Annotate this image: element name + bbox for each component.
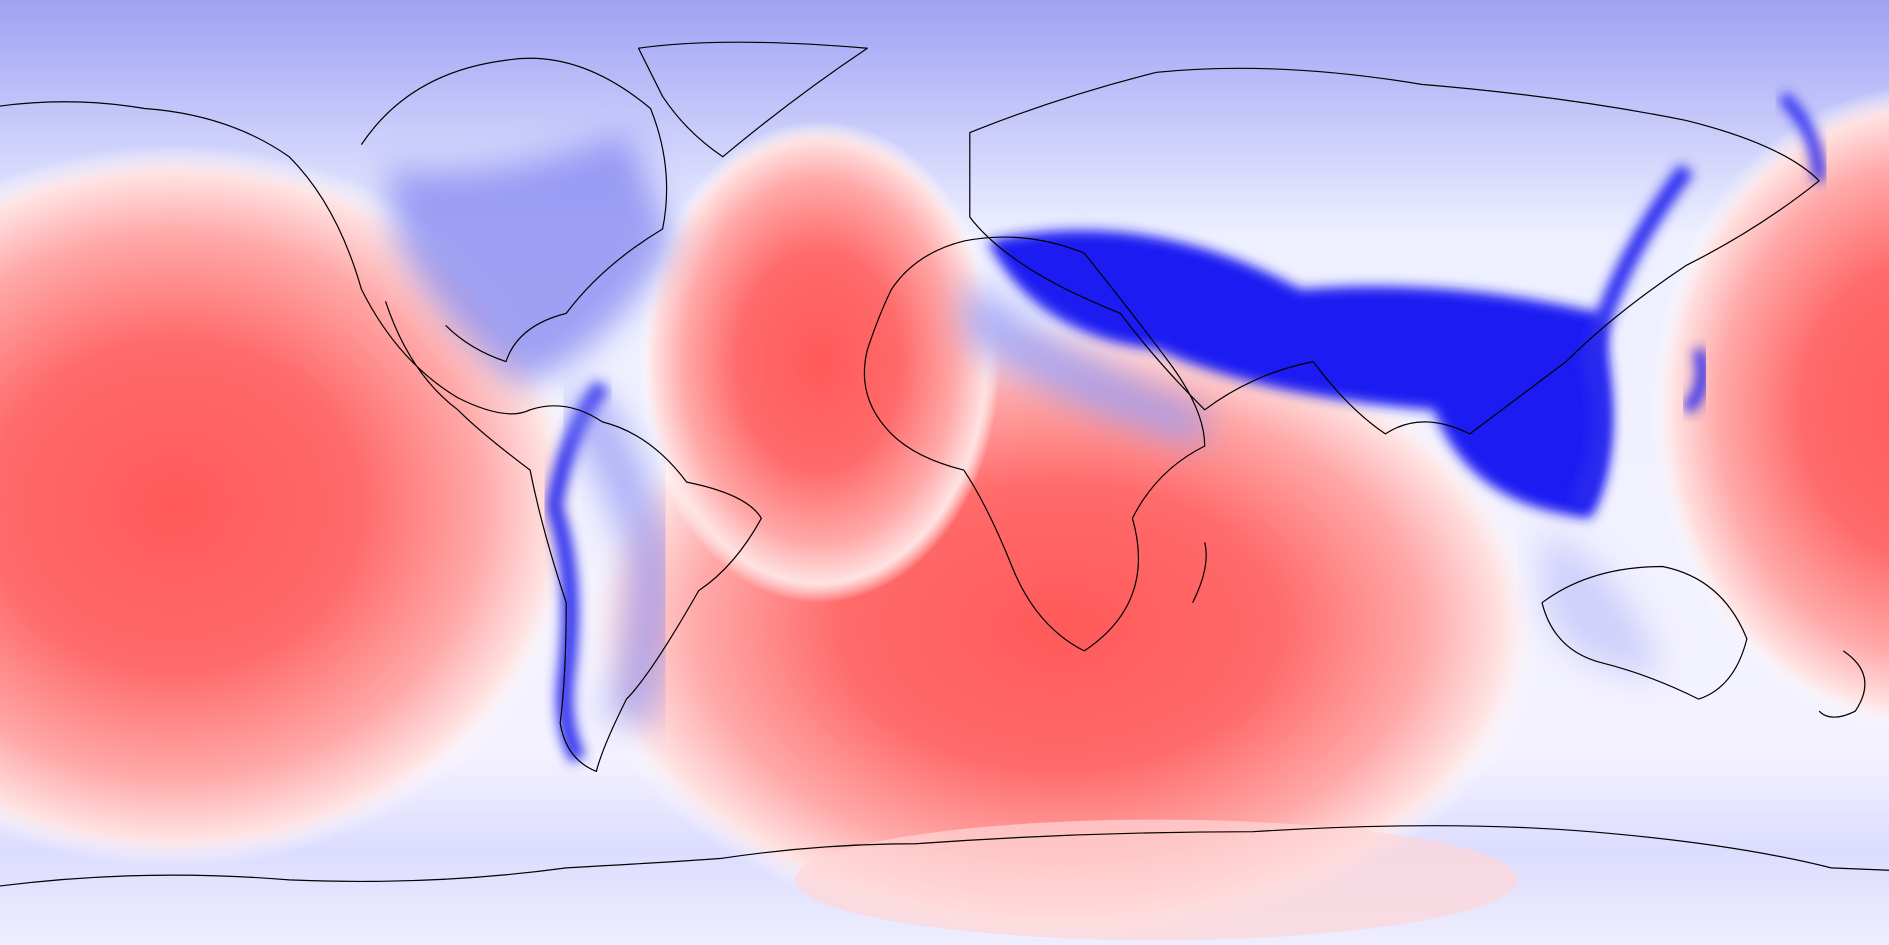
coastlines (0, 41, 1889, 887)
warm-anomalies (0, 87, 1889, 941)
cool-anomalies (385, 92, 1826, 764)
